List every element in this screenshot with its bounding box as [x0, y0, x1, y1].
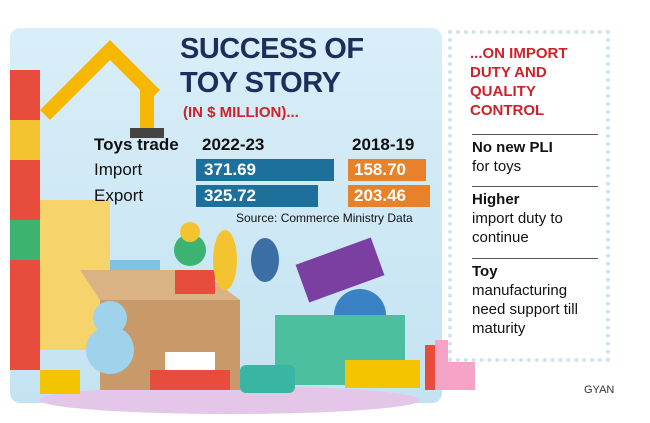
- side-panel: [448, 30, 610, 362]
- value-cell: 158.70: [348, 159, 426, 181]
- table-header: 2018-19: [352, 135, 415, 154]
- value-cell: 371.69: [196, 159, 334, 181]
- item-text: import duty to continue: [472, 210, 563, 246]
- item-bold: No new PLI: [472, 139, 553, 156]
- subtitle: (IN $ MILLION)...: [183, 104, 299, 121]
- value-cell: 203.46: [348, 185, 430, 207]
- value-cell: 325.72: [196, 185, 318, 207]
- source: Source: Commerce Ministry Data: [236, 211, 413, 225]
- row-label: Import: [94, 160, 143, 179]
- item-text: manufacturing need support till maturity: [472, 282, 578, 337]
- side-item: Higher import duty to continue: [472, 186, 598, 247]
- credit: GYAN: [584, 384, 615, 396]
- row-label: Export: [94, 186, 144, 205]
- title: SUCCESS OF TOY STORY: [180, 33, 364, 99]
- table-header: Toys trade: [94, 135, 179, 154]
- item-text: for toys: [472, 158, 522, 175]
- item-bold: Toy: [472, 263, 498, 280]
- side-item: Toy manufacturing need support till matur…: [472, 258, 598, 338]
- side-item: No new PLI for toys: [472, 134, 598, 176]
- table-header: 2022-23: [202, 135, 265, 154]
- side-heading: ...ON IMPORT DUTY AND QUALITY CONTROL: [470, 45, 568, 119]
- item-bold: Higher: [472, 191, 520, 208]
